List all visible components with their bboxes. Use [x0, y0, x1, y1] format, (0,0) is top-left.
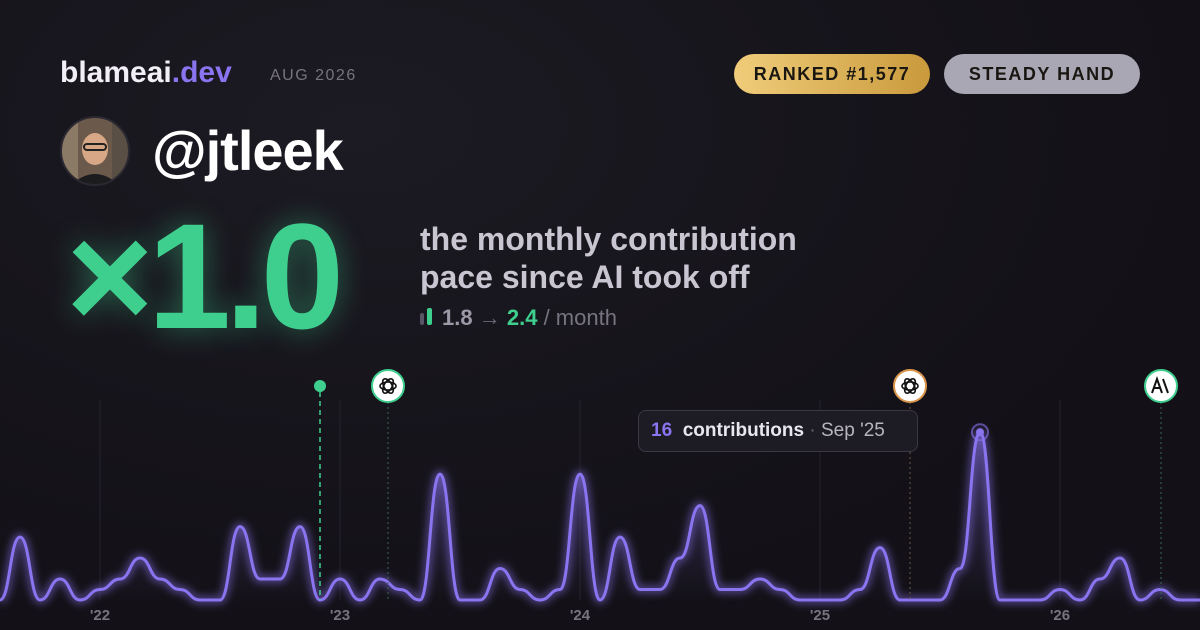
tooltip: 16 contributions · Sep '25: [638, 410, 918, 452]
icon: [427, 308, 432, 325]
x-tick-label: '23: [330, 607, 350, 624]
tooltip-value: 16: [651, 420, 673, 441]
x-tick-label: '22: [90, 607, 110, 624]
brand-tld: .dev: [171, 56, 232, 89]
x-tick-label: '24: [570, 607, 591, 624]
brand: blameai.dev: [60, 56, 232, 90]
tagline-line: the monthly contribution: [420, 221, 797, 257]
peak-marker: [971, 423, 989, 442]
style-badge: STEADY HAND: [944, 54, 1140, 94]
line: [0, 430, 1200, 602]
pace-after: 2.4: [506, 305, 538, 330]
anthropic-icon: [1144, 369, 1178, 403]
handle: @jtleek: [152, 119, 344, 182]
line-glow: [0, 428, 1200, 605]
peak-marker: [976, 428, 984, 437]
area: [0, 432, 1200, 600]
openai-icon: [371, 369, 405, 403]
pace: 1.8 → 2.4 / month: [420, 305, 617, 331]
x-tick-label: '26: [1050, 607, 1070, 624]
avatar: [60, 116, 130, 186]
icon: [420, 313, 424, 325]
tooltip-date: Sep '25: [820, 420, 885, 441]
pace-unit: / month: [543, 305, 617, 330]
pace-before: 1.8: [442, 305, 473, 330]
tooltip-label: contributions: [682, 420, 805, 441]
tagline: the monthly contribution pace since AI to…: [420, 220, 797, 296]
arrow: →: [478, 305, 501, 330]
openai-icon: [893, 369, 927, 403]
takeoff-dot: [314, 380, 326, 392]
tagline-line: pace since AI took off: [420, 259, 750, 295]
period: AUG 2026: [270, 67, 357, 84]
event-markers: [314, 369, 1178, 600]
brand-name: blameai: [60, 56, 172, 89]
rank-badge: RANKED #1,577: [734, 54, 930, 94]
x-tick-label: '25: [810, 607, 830, 624]
multiplier: ×1.0: [66, 192, 344, 360]
